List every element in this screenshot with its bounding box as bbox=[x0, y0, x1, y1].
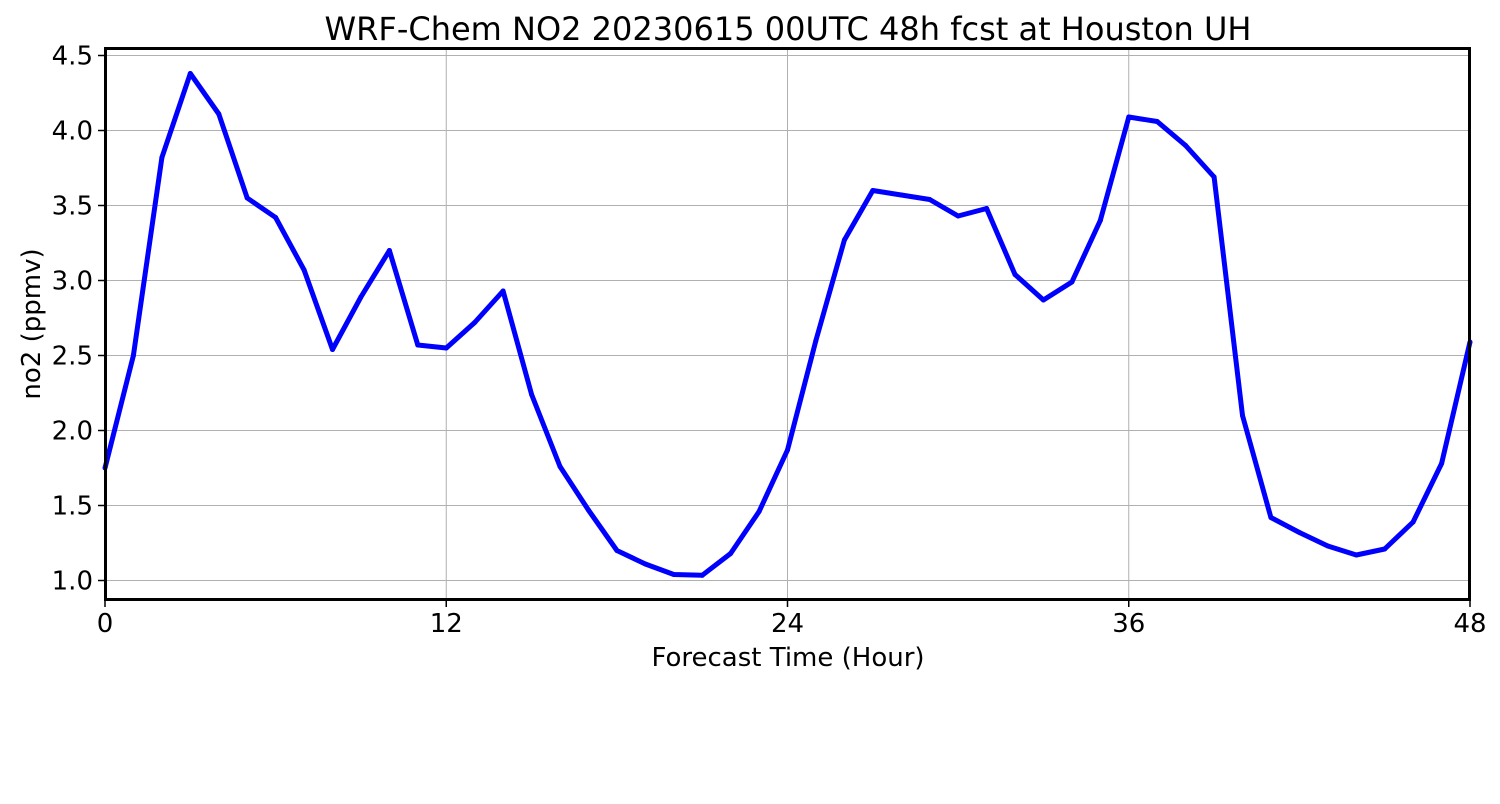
x-tick-label: 24 bbox=[771, 609, 804, 639]
data-point bbox=[1154, 119, 1160, 124]
data-point bbox=[1211, 174, 1217, 180]
data-point bbox=[1296, 530, 1302, 535]
data-point bbox=[699, 572, 705, 578]
y-tick-label: 1.5 bbox=[52, 492, 93, 522]
chart-title: WRF-Chem NO2 20230615 00UTC 48h fcst at … bbox=[325, 10, 1252, 48]
data-point bbox=[898, 192, 904, 198]
y-tick-label: 4.5 bbox=[52, 42, 93, 72]
y-tick-label: 3.0 bbox=[52, 267, 93, 297]
x-tick-label: 12 bbox=[430, 609, 463, 639]
data-point bbox=[1183, 143, 1189, 148]
plot-frame bbox=[104, 47, 1471, 601]
data-point bbox=[728, 551, 734, 556]
data-point bbox=[1069, 279, 1075, 285]
data-point bbox=[841, 237, 847, 243]
y-tick-label: 2.0 bbox=[52, 417, 93, 447]
data-point bbox=[1012, 272, 1018, 277]
data-point bbox=[813, 338, 819, 343]
data-point bbox=[1040, 297, 1046, 303]
grid-lines bbox=[104, 48, 1471, 600]
data-point bbox=[785, 447, 790, 453]
series-layer bbox=[102, 71, 1473, 578]
data-point bbox=[585, 507, 591, 513]
x-axis-label: Forecast Time (Hour) bbox=[651, 643, 924, 673]
x-tick-label: 48 bbox=[1453, 609, 1486, 639]
data-point bbox=[984, 206, 990, 211]
data-point bbox=[1410, 519, 1416, 525]
y-tick-label: 4.0 bbox=[52, 117, 93, 147]
data-point bbox=[386, 248, 392, 253]
y-tick-label: 3.5 bbox=[52, 192, 93, 222]
data-point bbox=[756, 509, 762, 514]
data-point bbox=[529, 392, 535, 397]
data-point bbox=[870, 188, 876, 193]
data-point bbox=[642, 561, 648, 567]
data-point bbox=[557, 464, 563, 469]
data-point bbox=[1325, 543, 1331, 549]
data-point bbox=[614, 548, 620, 553]
data-point bbox=[500, 288, 506, 294]
data-point bbox=[443, 345, 449, 351]
data-point bbox=[187, 71, 193, 76]
data-point bbox=[358, 294, 364, 300]
data-point bbox=[301, 267, 307, 273]
axis-ticks: 0 12 24 36 48 1.0 1.5 2.0 2.5 3.0 3.5 4.0 4.5 bbox=[52, 42, 1487, 640]
y-tick-label: 2.5 bbox=[52, 342, 93, 372]
data-point bbox=[1126, 114, 1132, 120]
y-tick-label: 1.0 bbox=[52, 567, 93, 597]
data-point bbox=[927, 197, 933, 202]
data-point bbox=[1097, 218, 1103, 223]
data-point bbox=[1382, 546, 1388, 552]
data-point bbox=[1439, 461, 1445, 466]
data-point bbox=[1353, 552, 1359, 558]
data-point bbox=[415, 342, 421, 348]
data-point bbox=[330, 347, 335, 352]
y-axis-label: no2 (ppmv) bbox=[17, 248, 47, 399]
data-point bbox=[159, 155, 165, 160]
x-tick-label: 0 bbox=[97, 609, 114, 639]
data-point bbox=[273, 215, 279, 220]
data-point bbox=[130, 353, 136, 358]
data-point bbox=[1240, 413, 1245, 418]
data-point bbox=[671, 572, 677, 577]
data-point bbox=[216, 111, 222, 117]
data-point bbox=[955, 213, 961, 219]
data-point bbox=[1268, 515, 1274, 520]
x-tick-label: 36 bbox=[1112, 609, 1145, 639]
data-point bbox=[472, 320, 478, 325]
data-point bbox=[244, 195, 250, 201]
